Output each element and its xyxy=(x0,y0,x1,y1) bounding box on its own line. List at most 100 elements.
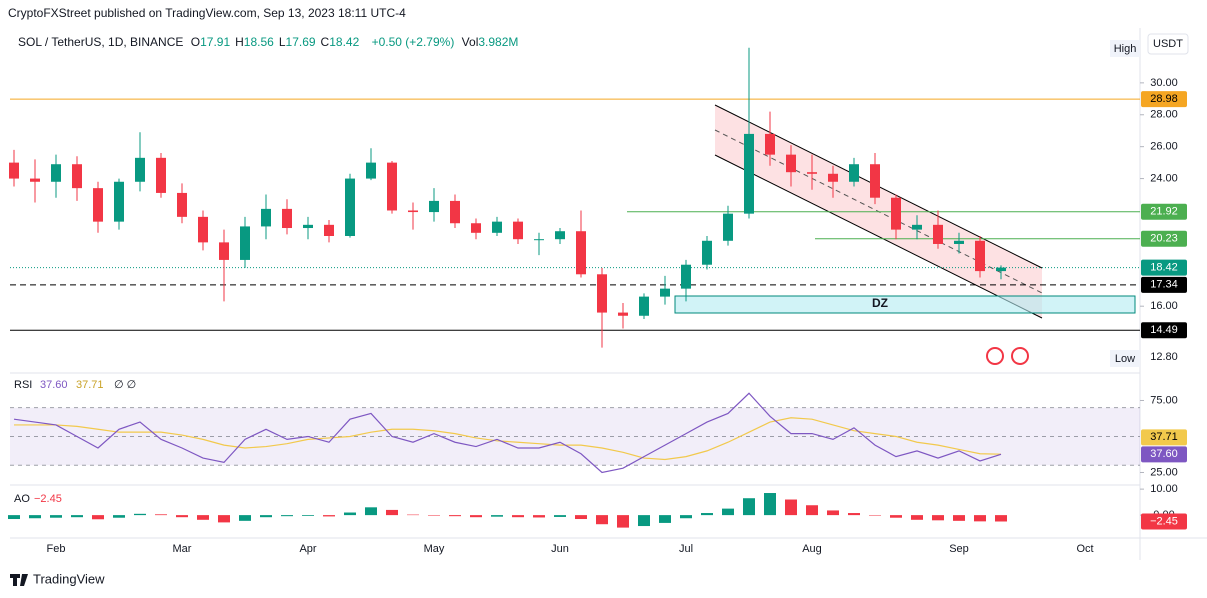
candle-body xyxy=(324,224,334,236)
candle-body xyxy=(933,224,943,244)
x-tick-label: Sep xyxy=(949,543,969,555)
low-box xyxy=(1110,350,1140,367)
oscillator-bar xyxy=(974,515,986,522)
volume-key: Vol xyxy=(461,35,479,49)
oscillator-bar xyxy=(92,515,104,520)
quote-value: 18.56 xyxy=(243,35,274,49)
candle-body xyxy=(135,157,145,182)
y-tick-label: 26.00 xyxy=(1150,141,1178,153)
y-tick-label: 25.00 xyxy=(1150,466,1178,478)
rsi-tag-bg xyxy=(1141,429,1187,446)
event-flag[interactable] xyxy=(986,347,1004,365)
level-label: 17.34 xyxy=(1150,279,1178,291)
candle-body xyxy=(345,178,355,236)
candle-body xyxy=(261,208,271,227)
level-label: 18.42 xyxy=(1150,261,1178,273)
oscillator-title: AO xyxy=(14,493,30,505)
candle-body xyxy=(765,133,775,155)
oscillator-bar xyxy=(617,515,629,528)
oscillator-bar xyxy=(239,515,251,521)
rsi-title: RSI xyxy=(14,379,32,391)
level-label-bg xyxy=(1141,322,1187,339)
currency-button[interactable] xyxy=(1147,33,1189,55)
candle-body xyxy=(198,216,208,243)
oscillator-bar xyxy=(71,515,83,518)
low-label: Low xyxy=(1115,353,1135,365)
quote-key: O xyxy=(190,35,201,49)
oscillator-bar xyxy=(533,515,545,518)
high-box xyxy=(1110,40,1140,57)
x-tick-label: Feb xyxy=(47,543,66,555)
oscillator-bar xyxy=(218,515,230,523)
quote-key: H xyxy=(235,35,244,49)
candle-body xyxy=(72,164,82,189)
candle-body xyxy=(387,162,397,211)
zone-label: DZ xyxy=(872,296,888,310)
rsi-line xyxy=(14,417,1002,461)
oscillator-bar xyxy=(344,512,356,516)
currency[interactable]: USDT xyxy=(1153,38,1183,50)
oscillator-tag: −2.45 xyxy=(1150,515,1178,527)
oscillator-bar xyxy=(806,505,818,516)
candle-body xyxy=(954,240,964,244)
x-tick-label: Mar xyxy=(173,543,192,555)
candle-body xyxy=(597,274,607,313)
oscillator-bar xyxy=(260,515,272,518)
oscillator-bar xyxy=(722,508,734,516)
quote: O17.91 H18.56 L17.69 C18.42 xyxy=(191,35,365,49)
y-tick-label: 28.00 xyxy=(1150,109,1178,121)
candle-body xyxy=(366,162,376,179)
oscillator-bar xyxy=(995,515,1007,522)
oscillator-bar xyxy=(512,515,524,518)
oscillator-bar xyxy=(365,507,377,516)
oscillator-bar xyxy=(869,515,881,516)
rsi-tag: 37.71 xyxy=(1150,431,1178,443)
oscillator-bar xyxy=(743,498,755,516)
quote-key: C xyxy=(320,35,330,49)
x-tick-label: Jun xyxy=(551,543,569,555)
oscillator-bar xyxy=(176,515,188,518)
oscillator-bar xyxy=(29,515,41,519)
oscillator-bar xyxy=(386,509,398,516)
oscillator-bar xyxy=(407,514,419,516)
symbol-title: SOL / TetherUS, 1D, BINANCE xyxy=(18,35,184,49)
oscillator-bar xyxy=(8,515,20,520)
brand-logo xyxy=(10,574,28,586)
event-flag[interactable] xyxy=(1011,347,1029,365)
candle-body xyxy=(240,226,250,260)
quote-value: 18.42 xyxy=(329,35,360,49)
y-tick-label: 24.00 xyxy=(1150,172,1178,184)
oscillator-bar xyxy=(155,514,167,516)
candle-body xyxy=(639,296,649,316)
demand-zone xyxy=(674,295,1136,314)
candle-body xyxy=(702,240,712,265)
oscillator-bar xyxy=(890,515,902,518)
oscillator-bar xyxy=(449,515,461,517)
candle-body xyxy=(408,210,418,213)
oscillator-tag-bg xyxy=(1141,513,1187,530)
oscillator-bar xyxy=(134,513,146,516)
candle-body xyxy=(471,223,481,233)
candle-body xyxy=(429,200,439,213)
oscillator-bar xyxy=(197,515,209,520)
level-label: 14.49 xyxy=(1150,324,1178,336)
candle-body xyxy=(681,264,691,289)
symbol-legend: SOL / TetherUS, 1D, BINANCE O17.91 H18.56… xyxy=(18,35,522,49)
oscillator-bar xyxy=(596,515,608,525)
quote-value: 17.69 xyxy=(285,35,316,49)
candle-body xyxy=(828,173,838,182)
oscillator-bar xyxy=(785,499,797,516)
candle-body xyxy=(177,192,187,217)
x-tick-label: May xyxy=(424,543,445,555)
oscillator-bar xyxy=(470,515,482,518)
x-tick-label: Oct xyxy=(1076,543,1093,555)
x-tick-label: Apr xyxy=(299,543,316,555)
oscillator-bar xyxy=(50,515,62,518)
candle-body xyxy=(9,162,19,179)
y-tick-label: 10.00 xyxy=(1150,483,1178,495)
candle-body xyxy=(723,213,733,241)
rsi-extra: ∅ ∅ xyxy=(114,379,136,391)
candle-body xyxy=(576,231,586,275)
candle-body xyxy=(513,221,523,240)
